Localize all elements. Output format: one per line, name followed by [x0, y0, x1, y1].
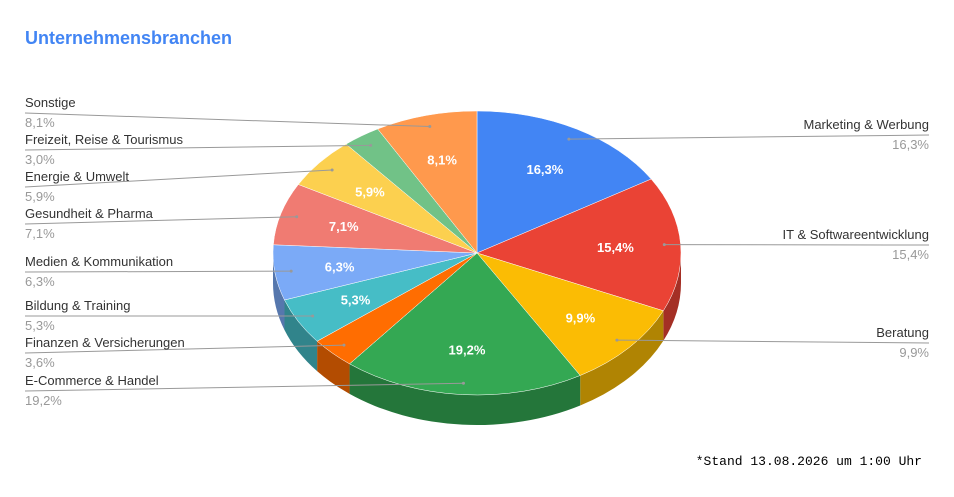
- leader-line: [24, 382, 464, 392]
- slice-side: [284, 300, 318, 372]
- slice: [476, 178, 682, 312]
- legend-label: Sonstige: [25, 95, 76, 110]
- leader-dot: [461, 381, 465, 385]
- slice-label: 5,9%: [355, 185, 385, 200]
- legend-value: 6,3%: [25, 274, 55, 289]
- slice: [476, 252, 664, 376]
- legend-value: 8,1%: [25, 115, 55, 130]
- leader-dot: [615, 338, 619, 342]
- leader-dot: [311, 314, 315, 318]
- leader-dot: [342, 343, 346, 347]
- leader-dot: [369, 143, 373, 147]
- legend-label: Energie & Umwelt: [25, 169, 129, 184]
- legend-label: Medien & Kommunikation: [25, 254, 173, 269]
- leader-dot: [567, 137, 571, 141]
- leader-line: [568, 134, 930, 140]
- legend-value: 16,3%: [892, 137, 929, 152]
- slice-label: 5,3%: [341, 293, 371, 308]
- legend-value: 3,6%: [25, 355, 55, 370]
- legend-label: Gesundheit & Pharma: [25, 206, 154, 221]
- slice: [349, 252, 581, 396]
- legend-value: 9,9%: [899, 345, 929, 360]
- slice: [476, 110, 652, 254]
- leader-line: [24, 270, 292, 273]
- legend-label: Marketing & Werbung: [804, 117, 930, 132]
- legend-value: 7,1%: [25, 226, 55, 241]
- footnote: *Stand 13.08.2026 um 1:00 Uhr: [696, 454, 922, 469]
- slice-label: 6,3%: [325, 259, 355, 274]
- legend-label: Finanzen & Versicherungen: [25, 335, 185, 350]
- legend-value: 5,3%: [25, 318, 55, 333]
- slice-label: 7,1%: [329, 219, 359, 234]
- legend-value: 5,9%: [25, 189, 55, 204]
- legend-label: Beratung: [876, 325, 929, 340]
- slice-side: [317, 341, 350, 394]
- slice-side: [580, 310, 664, 406]
- leader-line: [24, 169, 333, 188]
- slice-label: 8,1%: [427, 153, 457, 168]
- leader-dot: [428, 125, 432, 129]
- slice-side: [663, 253, 681, 341]
- slice-label: 16,3%: [526, 162, 563, 177]
- legend-value: 15,4%: [892, 247, 929, 262]
- leader-dot: [330, 168, 334, 172]
- leader-line: [24, 144, 371, 151]
- leader-dot: [662, 243, 666, 247]
- leader-dot: [295, 215, 299, 219]
- chart-title: Unternehmensbranchen: [25, 28, 232, 48]
- slice: [377, 110, 478, 254]
- legend-label: Freizeit, Reise & Tourismus: [25, 132, 183, 147]
- leader-dot: [289, 269, 293, 273]
- leader-line: [24, 112, 430, 128]
- slice-side: [349, 363, 581, 425]
- leader-line: [24, 216, 297, 225]
- leader-line: [616, 339, 930, 344]
- legend-value: 19,2%: [25, 393, 62, 408]
- legend-value: 3,0%: [25, 152, 55, 167]
- slice-label: 19,2%: [449, 342, 486, 357]
- leader-line: [24, 344, 344, 354]
- legend-label: Bildung & Training: [25, 298, 131, 313]
- legend-label: E-Commerce & Handel: [25, 373, 159, 388]
- legend-label: IT & Softwareentwicklung: [783, 227, 929, 242]
- slice-label: 15,4%: [597, 240, 634, 255]
- slice-side: [273, 253, 285, 331]
- slice-label: 9,9%: [566, 310, 596, 325]
